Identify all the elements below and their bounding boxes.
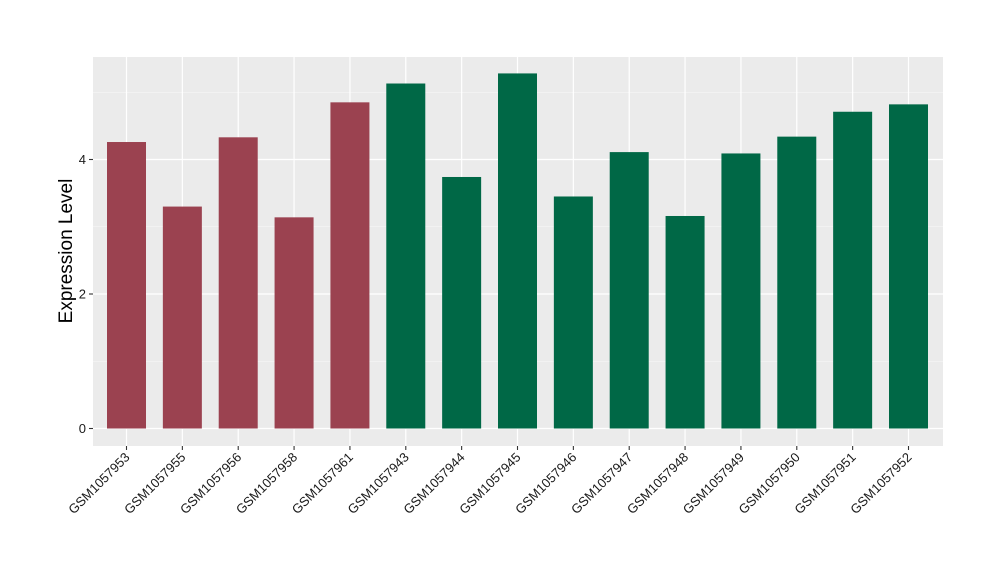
bar-GSM1057958 bbox=[274, 217, 314, 429]
bar-GSM1057947 bbox=[609, 152, 649, 429]
bar-GSM1057956 bbox=[218, 137, 258, 429]
bar-GSM1057945 bbox=[498, 73, 537, 429]
y-tick-label: 2 bbox=[79, 287, 86, 302]
bar-GSM1057943 bbox=[386, 83, 426, 429]
bar-GSM1057948 bbox=[665, 215, 705, 429]
bar-GSM1057955 bbox=[162, 206, 202, 429]
y-axis-title: Expression Level bbox=[56, 179, 77, 324]
bar-GSM1057946 bbox=[553, 196, 593, 429]
bar-GSM1057952 bbox=[889, 104, 928, 429]
bar-GSM1057949 bbox=[721, 153, 761, 429]
y-axis: 0 2 4 bbox=[79, 152, 93, 436]
y-tick-label: 0 bbox=[79, 421, 86, 436]
x-axis: GSM1057953GSM1057955GSM1057956GSM1057958… bbox=[65, 446, 915, 517]
bar-GSM1057961 bbox=[330, 102, 370, 429]
y-tick-label: 4 bbox=[79, 152, 86, 167]
bar-GSM1057944 bbox=[442, 176, 482, 429]
bar-GSM1057950 bbox=[777, 136, 817, 429]
bars bbox=[107, 73, 928, 429]
bar-GSM1057951 bbox=[833, 111, 873, 429]
bar-GSM1057953 bbox=[107, 142, 146, 429]
